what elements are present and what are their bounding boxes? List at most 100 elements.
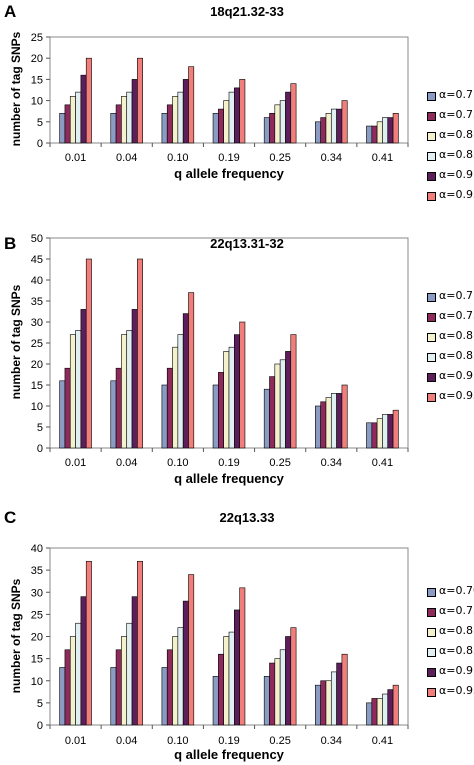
- y-axis-label: number of tag SNPs: [9, 578, 23, 693]
- bar-chart: 0 5 10 15 20 25 30 35 40 45 50 0.01 0.04 0.10 0.19 0.25…: [31, 233, 409, 469]
- bar: [376, 698, 383, 726]
- bar: [85, 258, 92, 449]
- bar: [366, 702, 373, 726]
- x-tick-label: 0.04: [116, 457, 137, 469]
- bar: [137, 57, 143, 144]
- bar: [172, 96, 179, 144]
- bar: [166, 649, 173, 726]
- bar: [382, 414, 389, 449]
- legend-label: α=0.75: [439, 309, 474, 322]
- x-tick-label: 0.10: [167, 457, 188, 469]
- bar: [166, 367, 173, 449]
- legend-label: α=0.85: [439, 148, 474, 161]
- y-tick-label: 30: [31, 587, 43, 599]
- y-tick-label: 35: [31, 296, 43, 308]
- bar: [269, 113, 276, 144]
- legend-swatch: [427, 92, 436, 101]
- legend-label: α=0.85: [439, 349, 474, 362]
- legend-label: α=0.95: [439, 188, 474, 201]
- x-tick-label: 0.25: [269, 152, 290, 164]
- y-tick-label: 40: [31, 543, 43, 555]
- y-tick-label: 0: [37, 443, 43, 455]
- legend-swatch: [427, 293, 436, 302]
- bar: [325, 680, 332, 726]
- bar: [239, 587, 246, 726]
- bar: [392, 684, 399, 726]
- bar: [75, 330, 82, 449]
- y-tick-label: 5: [37, 698, 43, 710]
- legend-swatch: [427, 192, 436, 201]
- bar: [315, 405, 321, 449]
- y-tick-label: 10: [31, 676, 43, 688]
- legend-label: α=0.9: [439, 168, 473, 181]
- bar: [392, 409, 399, 449]
- legend-label: α=0.95: [439, 684, 474, 697]
- bar: [341, 653, 348, 726]
- bar: [341, 100, 348, 144]
- y-tick-label: 5: [37, 117, 43, 129]
- bar: [371, 698, 378, 726]
- chart-panel-a: A 18q21.32-33 0 5 10 15 20 25 0.01 0.04 0.10 0.19…: [0, 0, 474, 232]
- x-tick-label: 0.04: [116, 152, 137, 164]
- chart-title: 18q21.32-33: [210, 4, 284, 19]
- x-tick-label: 0.10: [167, 152, 188, 164]
- bar: [126, 622, 133, 726]
- legend-swatch: [427, 373, 436, 382]
- x-tick-label: 0.01: [65, 457, 86, 469]
- bar: [290, 83, 297, 144]
- x-tick-label: 0.41: [372, 457, 393, 469]
- panel-letter: B: [4, 234, 17, 253]
- bar: [279, 359, 286, 449]
- bar: [110, 380, 117, 449]
- bar: [115, 104, 122, 144]
- y-tick-label: 10: [31, 96, 43, 108]
- bar: [274, 658, 281, 726]
- bar: [290, 627, 297, 726]
- legend-label: α=0.9: [439, 664, 473, 677]
- legend-swatch: [427, 353, 436, 362]
- x-tick-label: 0.41: [372, 735, 393, 747]
- bar: [80, 74, 87, 144]
- bar: [218, 108, 224, 144]
- legend-swatch: [427, 648, 436, 657]
- bar: [320, 401, 327, 449]
- bar: [263, 676, 270, 726]
- bar: [80, 596, 87, 726]
- bar: [85, 57, 92, 144]
- chart-panel-c: C 22q13.33 0 5 10 15 20 25 30 35 40 0.01 0.04 0.10 0…: [0, 506, 474, 765]
- bar: [223, 351, 230, 449]
- x-tick-label: 0.01: [65, 735, 86, 747]
- bar: [228, 346, 235, 449]
- y-tick-label: 25: [31, 338, 43, 350]
- bar: [188, 292, 195, 449]
- y-tick-label: 10: [31, 401, 43, 413]
- y-tick-label: 30: [31, 317, 43, 329]
- bar: [279, 100, 286, 144]
- legend-label: α=0.8: [439, 624, 473, 637]
- bar: [161, 384, 168, 449]
- bar: [376, 121, 383, 144]
- chart-title: 22q13.31-32: [210, 236, 284, 251]
- bar: [325, 113, 332, 144]
- bar: [59, 113, 66, 144]
- bar: [315, 121, 321, 144]
- bar: [274, 363, 281, 449]
- bar: [64, 367, 71, 449]
- bar: [126, 330, 133, 449]
- bar: [177, 91, 184, 144]
- bar: [137, 258, 143, 449]
- y-tick-label: 20: [31, 53, 43, 65]
- legend-swatch: [427, 588, 436, 597]
- bar: [382, 693, 389, 726]
- bar: [228, 91, 235, 144]
- bar: [69, 96, 76, 144]
- bar: [330, 393, 337, 449]
- bar: [177, 627, 184, 726]
- x-tick-label: 0.01: [65, 152, 86, 164]
- bar: [75, 622, 82, 726]
- bar: [218, 653, 224, 726]
- legend-swatch: [427, 688, 436, 697]
- bar: [80, 309, 87, 449]
- legend-label: α=0.95: [439, 389, 474, 402]
- bar: [69, 334, 76, 449]
